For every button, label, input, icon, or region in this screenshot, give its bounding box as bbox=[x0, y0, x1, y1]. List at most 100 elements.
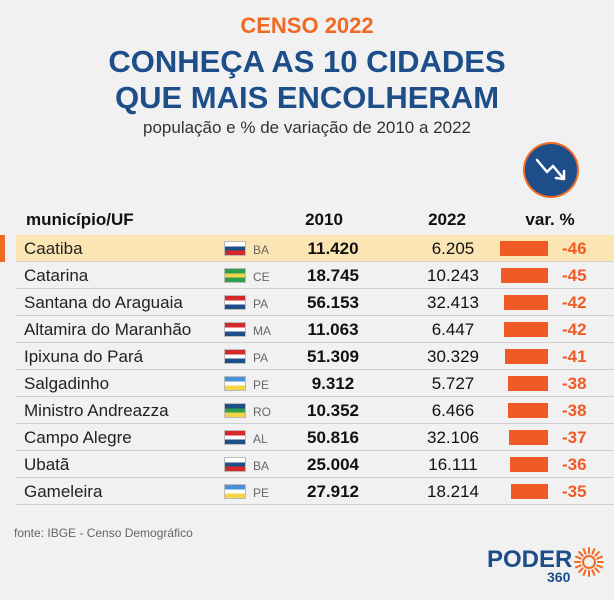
state-code: AL bbox=[253, 432, 268, 446]
variation-bar bbox=[508, 376, 548, 391]
population-2022: 16.111 bbox=[428, 455, 478, 474]
state-code: BA bbox=[253, 243, 270, 257]
city-name: Catarina bbox=[24, 266, 89, 285]
state-code: PE bbox=[253, 378, 270, 392]
table-row: Catarina CE 18.745 10.243 -45 bbox=[16, 262, 614, 289]
population-2022: 18.214 bbox=[427, 482, 479, 501]
column-header-2022: 2022 bbox=[428, 210, 466, 229]
state-flag-icon bbox=[224, 403, 246, 418]
variation-label: -35 bbox=[562, 482, 587, 501]
column-header-2010: 2010 bbox=[305, 210, 343, 229]
sun-ray bbox=[596, 555, 603, 560]
population-2022: 10.243 bbox=[427, 266, 479, 285]
logo-number: 360 bbox=[547, 569, 571, 585]
population-2010: 56.153 bbox=[307, 293, 359, 312]
variation-bar bbox=[510, 457, 548, 472]
sun-ray bbox=[596, 564, 603, 569]
table-row: Caatiba BA 11.420 6.205 -46 bbox=[16, 235, 614, 262]
population-2010: 10.352 bbox=[307, 401, 359, 420]
population-2022: 32.106 bbox=[427, 428, 479, 447]
state-flag-icon bbox=[224, 376, 246, 391]
variation-label: -46 bbox=[562, 239, 587, 258]
table-row: Altamira do Maranhão MA 11.063 6.447 -42 bbox=[16, 316, 614, 343]
sun-ray bbox=[575, 555, 582, 560]
poder360-sun-icon bbox=[574, 547, 604, 577]
population-2022: 6.447 bbox=[431, 320, 475, 339]
state-code: PA bbox=[253, 297, 269, 311]
population-2022: 6.205 bbox=[431, 239, 475, 258]
population-2010: 18.745 bbox=[307, 266, 359, 285]
state-code: MA bbox=[253, 324, 271, 338]
column-header-variation: var. % bbox=[525, 210, 575, 229]
variation-bar bbox=[511, 484, 548, 499]
variation-bar bbox=[504, 295, 548, 310]
sun-ray bbox=[578, 567, 584, 573]
variation-bar bbox=[501, 268, 548, 283]
sun-ray bbox=[582, 548, 587, 555]
column-header-city: município/UF bbox=[26, 210, 134, 229]
population-2010: 11.420 bbox=[307, 239, 359, 258]
city-name: Santana do Araguaia bbox=[24, 293, 183, 312]
city-name: Salgadinho bbox=[24, 374, 110, 393]
population-2010: 50.816 bbox=[307, 428, 359, 447]
table-row: Ministro Andreazza RO 10.352 6.466 -38 bbox=[16, 397, 614, 424]
table-row: Ipixuna do Pará PA 51.309 30.329 -41 bbox=[16, 343, 614, 370]
table-row: Salgadinho PE 9.312 5.727 -38 bbox=[16, 370, 614, 397]
state-flag-icon bbox=[224, 430, 246, 445]
variation-label: -41 bbox=[562, 347, 587, 366]
variation-bar bbox=[508, 403, 548, 418]
sun-ray bbox=[591, 569, 596, 576]
state-code: PE bbox=[253, 486, 270, 500]
variation-label: -42 bbox=[562, 293, 587, 312]
subtitle: população e % de variação de 2010 a 2022 bbox=[143, 118, 471, 137]
variation-label: -42 bbox=[562, 320, 587, 339]
variation-label: -38 bbox=[562, 401, 587, 420]
state-flag-icon bbox=[224, 457, 246, 472]
population-2022: 30.329 bbox=[427, 347, 479, 366]
state-flag-icon bbox=[224, 241, 246, 256]
downward-trend-arrow-icon bbox=[525, 144, 577, 196]
variation-label: -45 bbox=[562, 266, 587, 285]
population-2022: 32.413 bbox=[427, 293, 479, 312]
population-2022: 6.466 bbox=[431, 401, 475, 420]
population-2010: 51.309 bbox=[307, 347, 359, 366]
population-2010: 25.004 bbox=[307, 455, 359, 474]
state-code: RO bbox=[253, 405, 271, 419]
sun-ray bbox=[578, 551, 584, 557]
title-line-1: CONHEÇA AS 10 CIDADES bbox=[108, 44, 506, 79]
variation-bar bbox=[500, 241, 548, 256]
page-title: CONHEÇA AS 10 CIDADES QUE MAIS ENCOLHERA… bbox=[0, 44, 614, 116]
highlight-marker bbox=[0, 235, 5, 262]
city-name: Caatiba bbox=[24, 239, 83, 258]
table-row: Santana do Araguaia PA 56.153 32.413 -42 bbox=[16, 289, 614, 316]
state-flag-icon bbox=[224, 295, 246, 310]
title-line-2: QUE MAIS ENCOLHERAM bbox=[114, 80, 500, 115]
population-2010: 11.063 bbox=[307, 320, 359, 339]
variation-label: -38 bbox=[562, 374, 587, 393]
variation-label: -36 bbox=[562, 455, 587, 474]
table-row: Gameleira PE 27.912 18.214 -35 bbox=[16, 478, 614, 505]
sun-ray bbox=[582, 569, 587, 576]
table-row: Ubatã BA 25.004 16.111 -36 bbox=[16, 451, 614, 478]
city-name: Ubatã bbox=[24, 455, 70, 474]
source-note: fonte: IBGE - Censo Demográfico bbox=[14, 526, 193, 540]
variation-bar bbox=[504, 322, 548, 337]
poder360-logo: PODER 360 bbox=[487, 546, 607, 586]
state-code: CE bbox=[253, 270, 270, 284]
sun-ray bbox=[591, 548, 596, 555]
city-name: Altamira do Maranhão bbox=[24, 320, 192, 339]
table-row: Campo Alegre AL 50.816 32.106 -37 bbox=[16, 424, 614, 451]
city-name: Campo Alegre bbox=[24, 428, 132, 447]
state-code: BA bbox=[253, 459, 270, 473]
sun-ray bbox=[594, 551, 600, 557]
city-name: Gameleira bbox=[24, 482, 103, 501]
state-flag-icon bbox=[224, 484, 246, 499]
city-name: Ipixuna do Pará bbox=[24, 347, 144, 366]
variation-label: -37 bbox=[562, 428, 587, 447]
state-code: PA bbox=[253, 351, 269, 365]
sun-ray bbox=[594, 567, 600, 573]
variation-bar bbox=[505, 349, 548, 364]
state-flag-icon bbox=[224, 268, 246, 283]
city-name: Ministro Andreazza bbox=[24, 401, 169, 420]
state-flag-icon bbox=[224, 322, 246, 337]
